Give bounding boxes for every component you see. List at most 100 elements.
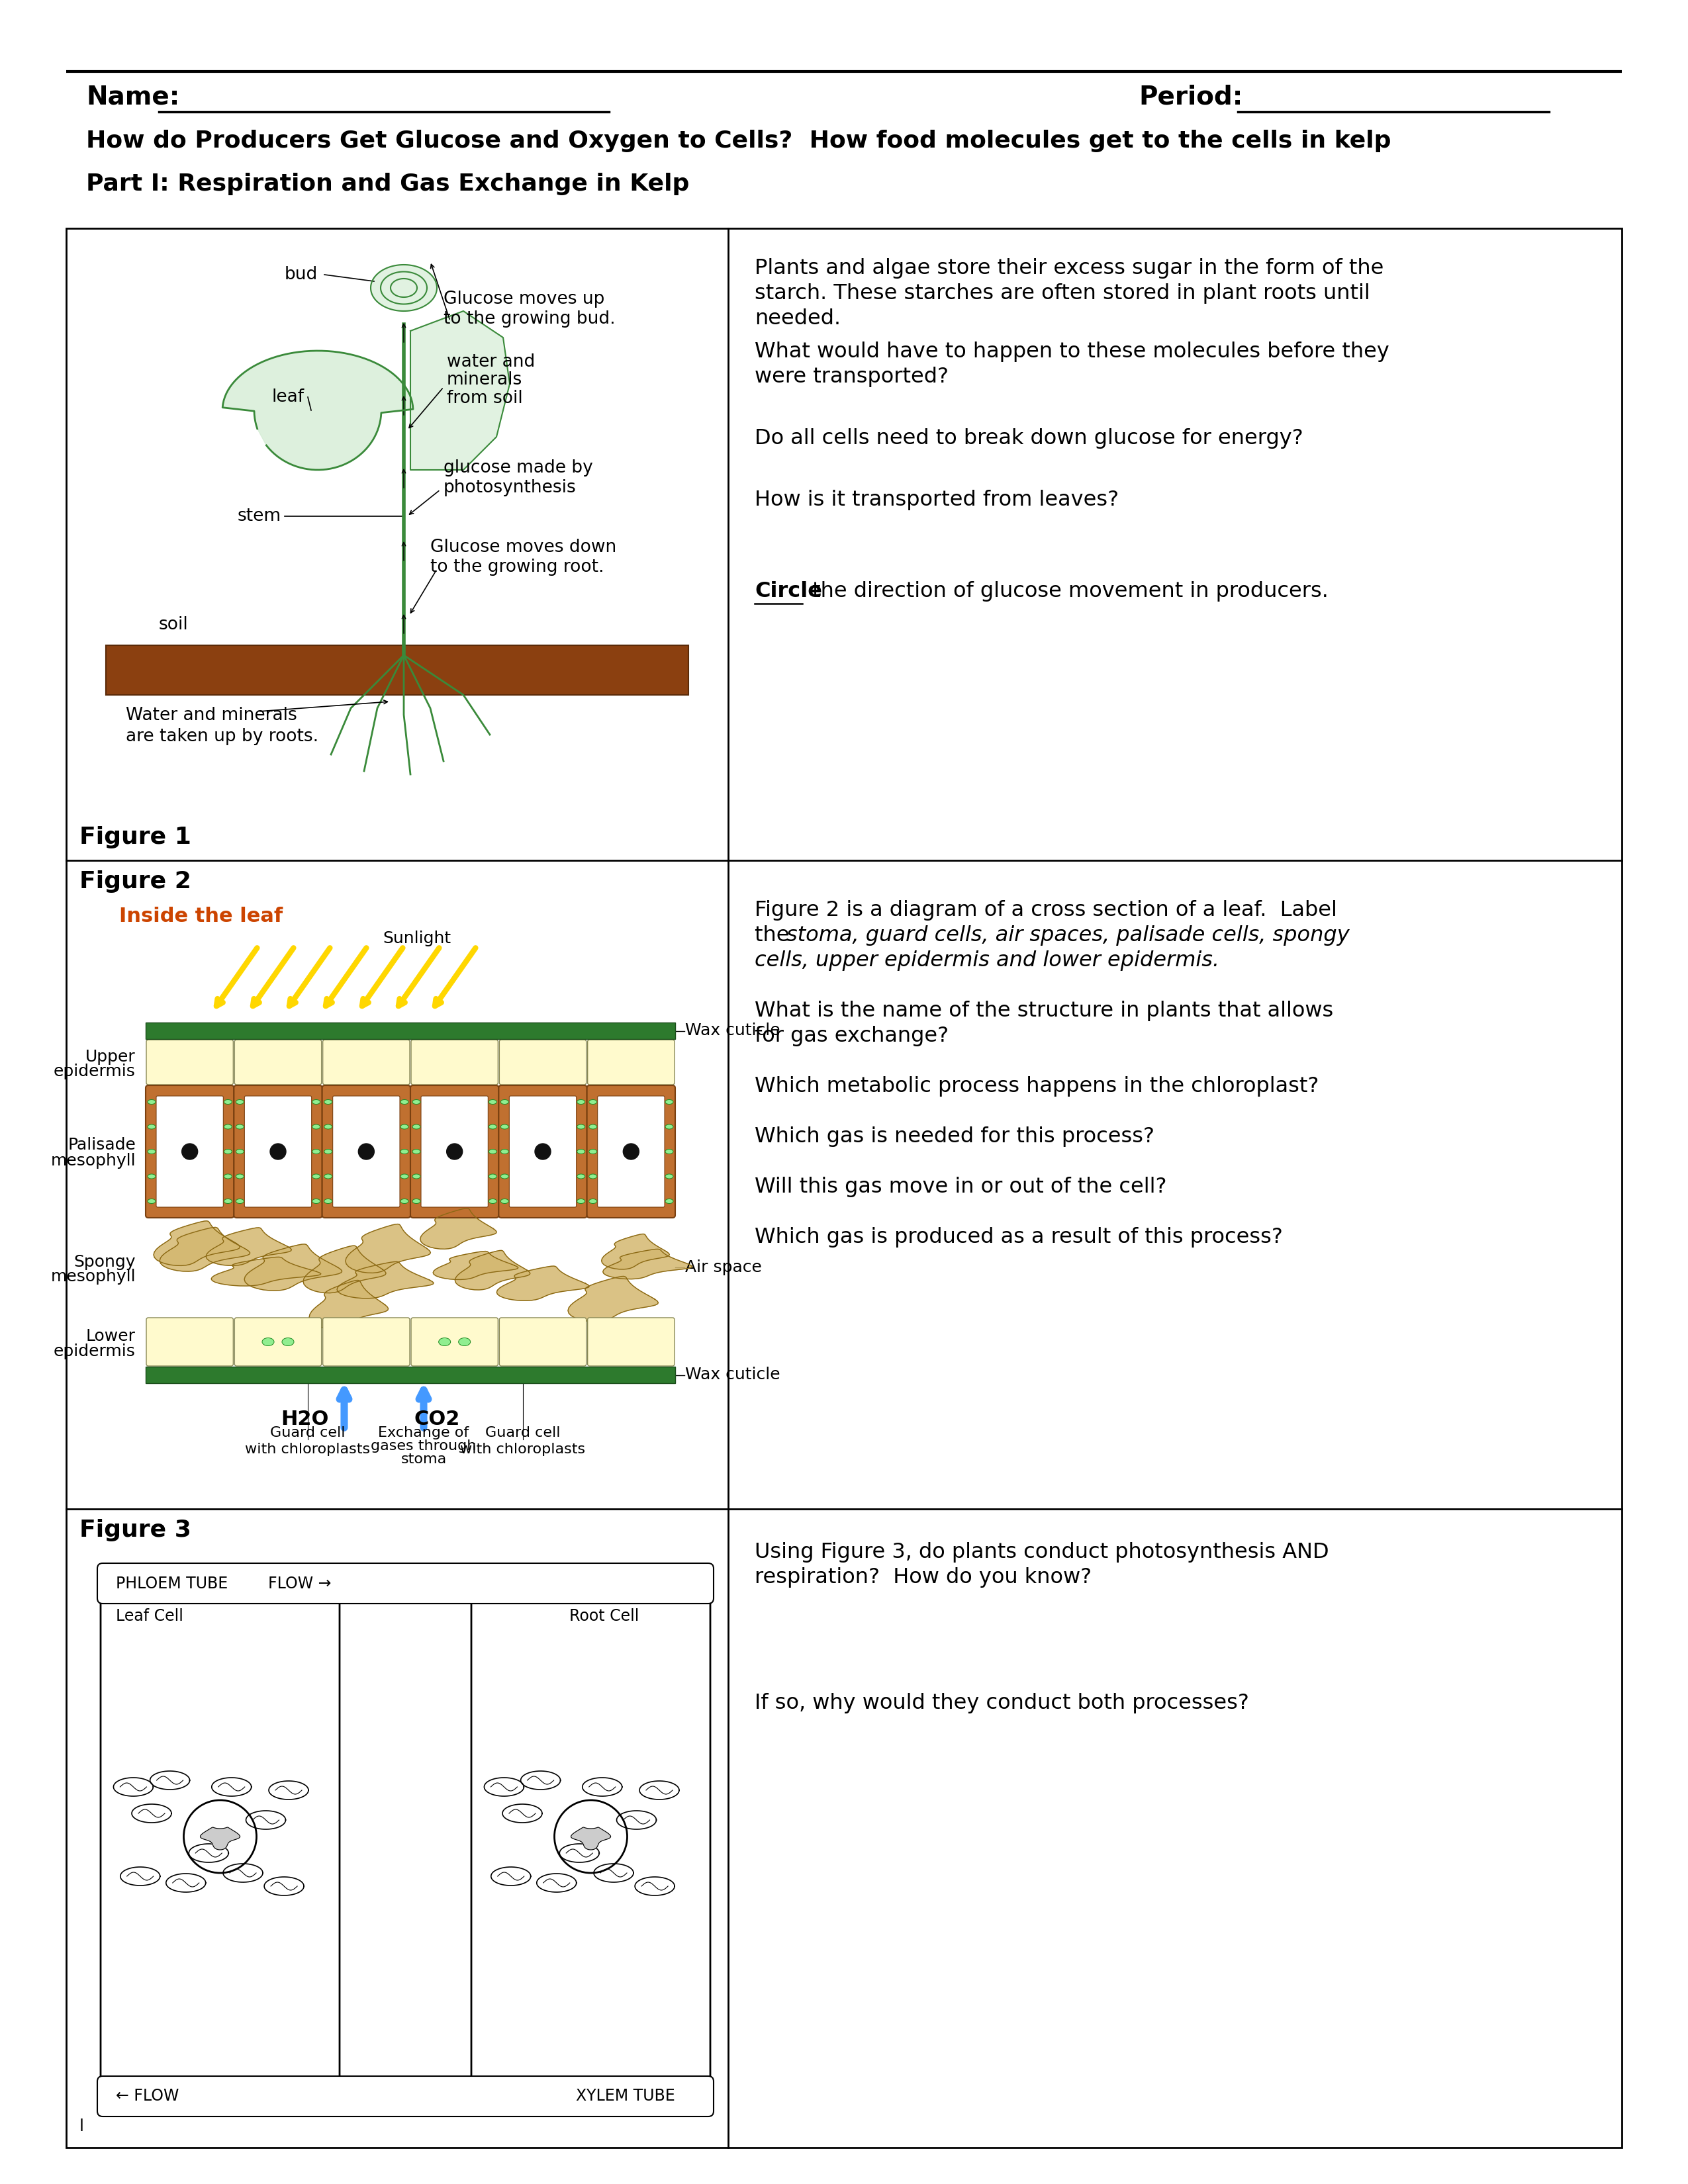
Ellipse shape [665, 1175, 674, 1179]
Text: cells, upper epidermis and lower epidermis.: cells, upper epidermis and lower epiderm… [755, 950, 1219, 972]
Circle shape [182, 1144, 197, 1160]
Text: mesophyll: mesophyll [51, 1153, 135, 1168]
Polygon shape [582, 1778, 623, 1795]
FancyBboxPatch shape [420, 1096, 488, 1208]
Text: Upper: Upper [86, 1048, 135, 1066]
Ellipse shape [312, 1149, 321, 1153]
Text: were transported?: were transported? [755, 367, 949, 387]
Ellipse shape [459, 1339, 471, 1345]
Polygon shape [496, 1267, 589, 1302]
FancyBboxPatch shape [500, 1317, 586, 1365]
Ellipse shape [147, 1125, 155, 1129]
Ellipse shape [490, 1199, 496, 1203]
Text: What would have to happen to these molecules before they: What would have to happen to these molec… [755, 341, 1389, 363]
Text: XYLEM TUBE: XYLEM TUBE [576, 2088, 675, 2103]
Text: Glucose moves up: Glucose moves up [444, 290, 604, 308]
Text: What is the name of the structure in plants that allows: What is the name of the structure in pla… [755, 1000, 1334, 1022]
Text: Wax cuticle: Wax cuticle [685, 1367, 780, 1382]
Text: mesophyll: mesophyll [51, 1269, 135, 1284]
FancyBboxPatch shape [147, 1317, 233, 1365]
Ellipse shape [400, 1199, 408, 1203]
FancyBboxPatch shape [98, 2077, 714, 2116]
Text: Wax cuticle: Wax cuticle [685, 1022, 780, 1040]
Ellipse shape [577, 1099, 586, 1105]
FancyBboxPatch shape [322, 1085, 410, 1219]
Bar [66, 229, 1622, 2147]
Text: Figure 1: Figure 1 [79, 826, 191, 847]
FancyBboxPatch shape [412, 1040, 498, 1085]
Text: stoma: stoma [400, 1452, 447, 1465]
FancyBboxPatch shape [322, 1317, 410, 1365]
Ellipse shape [439, 1339, 451, 1345]
Ellipse shape [490, 1149, 496, 1153]
Text: Using Figure 3, do plants conduct photosynthesis AND: Using Figure 3, do plants conduct photos… [755, 1542, 1328, 1562]
Ellipse shape [412, 1125, 420, 1129]
Polygon shape [223, 352, 414, 470]
Ellipse shape [262, 1339, 273, 1345]
Polygon shape [640, 1780, 679, 1800]
FancyBboxPatch shape [410, 1085, 498, 1219]
Text: leaf: leaf [272, 389, 304, 406]
Polygon shape [201, 1828, 240, 1850]
FancyBboxPatch shape [235, 1085, 322, 1219]
Ellipse shape [665, 1125, 674, 1129]
FancyBboxPatch shape [245, 1096, 312, 1208]
Text: ← FLOW: ← FLOW [116, 2088, 179, 2103]
FancyBboxPatch shape [587, 1317, 675, 1365]
Ellipse shape [324, 1149, 333, 1153]
Text: Guard cell: Guard cell [270, 1426, 346, 1439]
Polygon shape [371, 264, 437, 310]
Polygon shape [491, 1867, 530, 1885]
Text: Spongy: Spongy [74, 1254, 135, 1271]
FancyBboxPatch shape [598, 1096, 665, 1208]
FancyBboxPatch shape [322, 1040, 410, 1085]
Text: respiration?  How do you know?: respiration? How do you know? [755, 1568, 1092, 1588]
Ellipse shape [312, 1175, 321, 1179]
Polygon shape [484, 1778, 523, 1795]
Text: Root Cell: Root Cell [569, 1607, 638, 1625]
Text: minerals: minerals [447, 371, 523, 389]
Polygon shape [120, 1867, 160, 1885]
FancyBboxPatch shape [235, 1317, 321, 1365]
Text: the: the [755, 926, 797, 946]
Text: l: l [79, 2118, 84, 2134]
Ellipse shape [400, 1149, 408, 1153]
Text: Glucose moves down: Glucose moves down [430, 539, 616, 557]
Ellipse shape [490, 1125, 496, 1129]
Text: Air space: Air space [685, 1260, 761, 1275]
Polygon shape [206, 1227, 292, 1265]
Text: epidermis: epidermis [54, 1064, 135, 1079]
Polygon shape [520, 1771, 560, 1789]
Text: for gas exchange?: for gas exchange? [755, 1026, 949, 1046]
Text: from soil: from soil [447, 389, 523, 406]
Ellipse shape [147, 1099, 155, 1105]
Text: Do all cells need to break down glucose for energy?: Do all cells need to break down glucose … [755, 428, 1303, 448]
Ellipse shape [324, 1125, 333, 1129]
Polygon shape [265, 1876, 304, 1896]
Text: Figure 2 is a diagram of a cross section of a leaf.  Label: Figure 2 is a diagram of a cross section… [755, 900, 1337, 922]
FancyBboxPatch shape [412, 1317, 498, 1365]
Text: How do Producers Get Glucose and Oxygen to Cells?  How food molecules get to the: How do Producers Get Glucose and Oxygen … [86, 129, 1391, 153]
Text: needed.: needed. [755, 308, 841, 330]
Ellipse shape [665, 1099, 674, 1105]
Ellipse shape [312, 1199, 321, 1203]
Ellipse shape [577, 1199, 586, 1203]
Ellipse shape [236, 1175, 243, 1179]
Ellipse shape [577, 1125, 586, 1129]
Ellipse shape [665, 1149, 674, 1153]
Text: Circle: Circle [755, 581, 822, 601]
FancyBboxPatch shape [510, 1096, 576, 1208]
FancyBboxPatch shape [498, 1085, 587, 1219]
Text: CO2: CO2 [414, 1409, 459, 1428]
Text: Sunlight: Sunlight [383, 930, 451, 946]
Ellipse shape [501, 1149, 508, 1153]
Text: Inside the leaf: Inside the leaf [120, 906, 282, 926]
Text: Name:: Name: [86, 83, 179, 109]
Ellipse shape [589, 1099, 598, 1105]
Ellipse shape [147, 1149, 155, 1153]
Polygon shape [246, 1811, 285, 1830]
Polygon shape [211, 1778, 252, 1795]
Text: Leaf Cell: Leaf Cell [116, 1607, 184, 1625]
Polygon shape [338, 1262, 434, 1297]
FancyBboxPatch shape [147, 1040, 233, 1085]
